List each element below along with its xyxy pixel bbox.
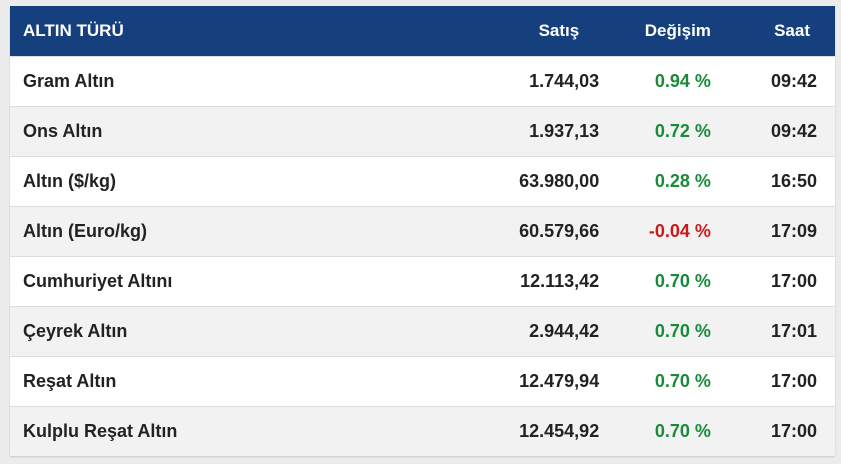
update-time: 17:00 [770, 370, 817, 391]
sell-price: 2.944,42 [529, 320, 600, 341]
gold-type-name[interactable]: Reşat Altın [23, 370, 117, 391]
change-percent: -0.04 % [648, 220, 711, 241]
gold-type-name[interactable]: Altın ($/kg) [23, 170, 116, 191]
sell-price: 1.744,03 [529, 70, 600, 91]
sell-price: 1.937,13 [529, 120, 600, 141]
gold-type-name[interactable]: Gram Altın [23, 70, 115, 91]
table-header: ALTIN TÜRÜ Satış Değişim Saat [10, 6, 835, 56]
table-row[interactable]: Altın (Euro/kg) 60.579,66 -0.04 % 17:09 [10, 206, 835, 256]
sell-price: 12.454,92 [519, 420, 600, 441]
sell-price: 60.579,66 [519, 220, 600, 241]
sell-price: 12.113,42 [520, 270, 600, 291]
table-row[interactable]: Ons Altın 1.937,13 0.72 % 09:42 [10, 106, 835, 156]
change-percent: 0.70 % [654, 320, 711, 341]
update-time: 17:00 [770, 270, 817, 291]
table-body: Gram Altın 1.744,03 0.94 % 09:42 Ons Alt… [10, 56, 835, 456]
sell-price: 63.980,00 [519, 170, 600, 191]
gold-price-table: ALTIN TÜRÜ Satış Değişim Saat Gram Altın… [10, 6, 835, 456]
table-row[interactable]: Altın ($/kg) 63.980,00 0.28 % 16:50 [10, 156, 835, 206]
change-percent: 0.72 % [654, 120, 711, 141]
change-percent: 0.70 % [654, 420, 711, 441]
column-header-change[interactable]: Değişim [644, 20, 711, 40]
update-time: 16:50 [770, 170, 817, 191]
sell-price: 12.479,94 [519, 370, 600, 391]
change-percent: 0.70 % [654, 270, 711, 291]
change-percent: 0.70 % [654, 370, 711, 391]
column-header-type[interactable]: ALTIN TÜRÜ [23, 20, 124, 40]
update-time: 09:42 [770, 70, 817, 91]
update-time: 17:09 [770, 220, 817, 241]
table-row[interactable]: Kulplu Reşat Altın 12.454,92 0.70 % 17:0… [10, 406, 835, 456]
update-time: 09:42 [770, 120, 817, 141]
table-row[interactable]: Gram Altın 1.744,03 0.94 % 09:42 [10, 56, 835, 106]
update-time: 17:01 [770, 320, 817, 341]
gold-type-name[interactable]: Cumhuriyet Altını [23, 270, 173, 291]
table-row[interactable]: Reşat Altın 12.479,94 0.70 % 17:00 [10, 356, 835, 406]
table-row[interactable]: Çeyrek Altın 2.944,42 0.70 % 17:01 [10, 306, 835, 356]
update-time: 17:00 [770, 420, 817, 441]
column-header-sell[interactable]: Satış [538, 20, 580, 40]
change-percent: 0.28 % [654, 170, 711, 191]
table-row[interactable]: Cumhuriyet Altını 12.113,42 0.70 % 17:00 [10, 256, 835, 306]
gold-type-name[interactable]: Altın (Euro/kg) [23, 220, 147, 241]
gold-type-name[interactable]: Çeyrek Altın [23, 320, 128, 341]
gold-type-name[interactable]: Kulplu Reşat Altın [23, 420, 178, 441]
header-row: ALTIN TÜRÜ Satış Değişim Saat [10, 6, 835, 56]
change-percent: 0.94 % [654, 70, 711, 91]
gold-type-name[interactable]: Ons Altın [23, 120, 103, 141]
column-header-time[interactable]: Saat [774, 20, 810, 40]
